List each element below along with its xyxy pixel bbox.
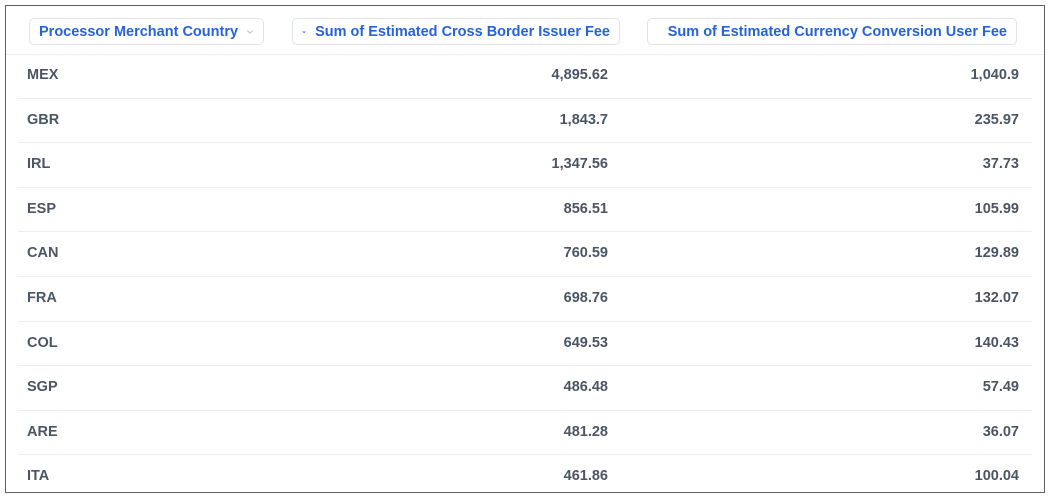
chevron-down-icon [247,29,253,34]
column-header-label: Processor Merchant Country [39,23,239,40]
conversion-fee-cell: 36.07 [982,423,1019,440]
chevron-down-icon [302,30,306,33]
country-cell: IRL [27,156,51,173]
table-panel: Processor Merchant Country Sum of Estima… [5,5,1045,493]
table-row: GBR 1,843.7 235.97 [18,99,1032,144]
conversion-fee-cell: 57.49 [982,379,1019,396]
country-cell: MEX [27,67,59,83]
conversion-fee-cell: 105.99 [974,200,1019,217]
table-row: ITA 461.86 100.04 [18,455,1032,499]
table-body: MEX 4,895.62 1,040.9 GBR 1,843.7 235.97 … [6,54,1044,499]
country-cell: ITA [27,468,50,485]
conversion-fee-cell: 132.07 [974,289,1019,306]
country-cell: CAN [27,245,59,262]
country-cell: ESP [27,200,57,217]
cross-border-fee-cell: 760.59 [563,245,608,262]
conversion-fee-cell: 129.89 [974,245,1019,262]
country-cell: ARE [27,423,58,440]
conversion-fee-cell: 235.97 [974,111,1019,128]
column-header-currency-conversion-user-fee[interactable]: Sum of Estimated Currency Conversion Use… [647,18,1017,45]
column-header-label: Sum of Estimated Cross Border Issuer Fee [315,23,610,40]
table-row: SGP 486.48 57.49 [18,366,1032,411]
country-cell: COL [27,334,58,351]
column-header-processor-merchant-country[interactable]: Processor Merchant Country [29,18,264,45]
cross-border-fee-cell: 1,347.56 [551,156,608,173]
cross-border-fee-cell: 461.86 [563,468,608,485]
table-row: CAN 760.59 129.89 [18,232,1032,277]
table-row: IRL 1,347.56 37.73 [18,143,1032,188]
table-row: COL 649.53 140.43 [18,322,1032,367]
table-row: FRA 698.76 132.07 [18,277,1032,322]
chevron-down-icon [657,31,659,32]
cross-border-fee-cell: 649.53 [563,334,608,351]
cross-border-fee-cell: 1,843.7 [559,111,608,128]
conversion-fee-cell: 37.73 [982,156,1019,173]
table-row: ESP 856.51 105.99 [18,188,1032,233]
table-row: MEX 4,895.62 1,040.9 [18,54,1032,99]
conversion-fee-cell: 100.04 [974,468,1019,485]
cross-border-fee-cell: 698.76 [563,289,608,306]
conversion-fee-cell: 140.43 [974,334,1019,351]
country-cell: FRA [27,289,57,306]
conversion-fee-cell: 1,040.9 [970,67,1019,83]
country-cell: SGP [27,379,58,396]
cross-border-fee-cell: 4,895.62 [551,67,608,83]
table-row: ARE 481.28 36.07 [18,411,1032,456]
cross-border-fee-cell: 481.28 [563,423,608,440]
cross-border-fee-cell: 856.51 [563,200,608,217]
column-header-cross-border-issuer-fee[interactable]: Sum of Estimated Cross Border Issuer Fee [292,18,620,45]
column-header-label: Sum of Estimated Currency Conversion Use… [667,23,1007,40]
country-cell: GBR [27,111,60,128]
table-header: Processor Merchant Country Sum of Estima… [6,6,1044,55]
cross-border-fee-cell: 486.48 [563,379,608,396]
